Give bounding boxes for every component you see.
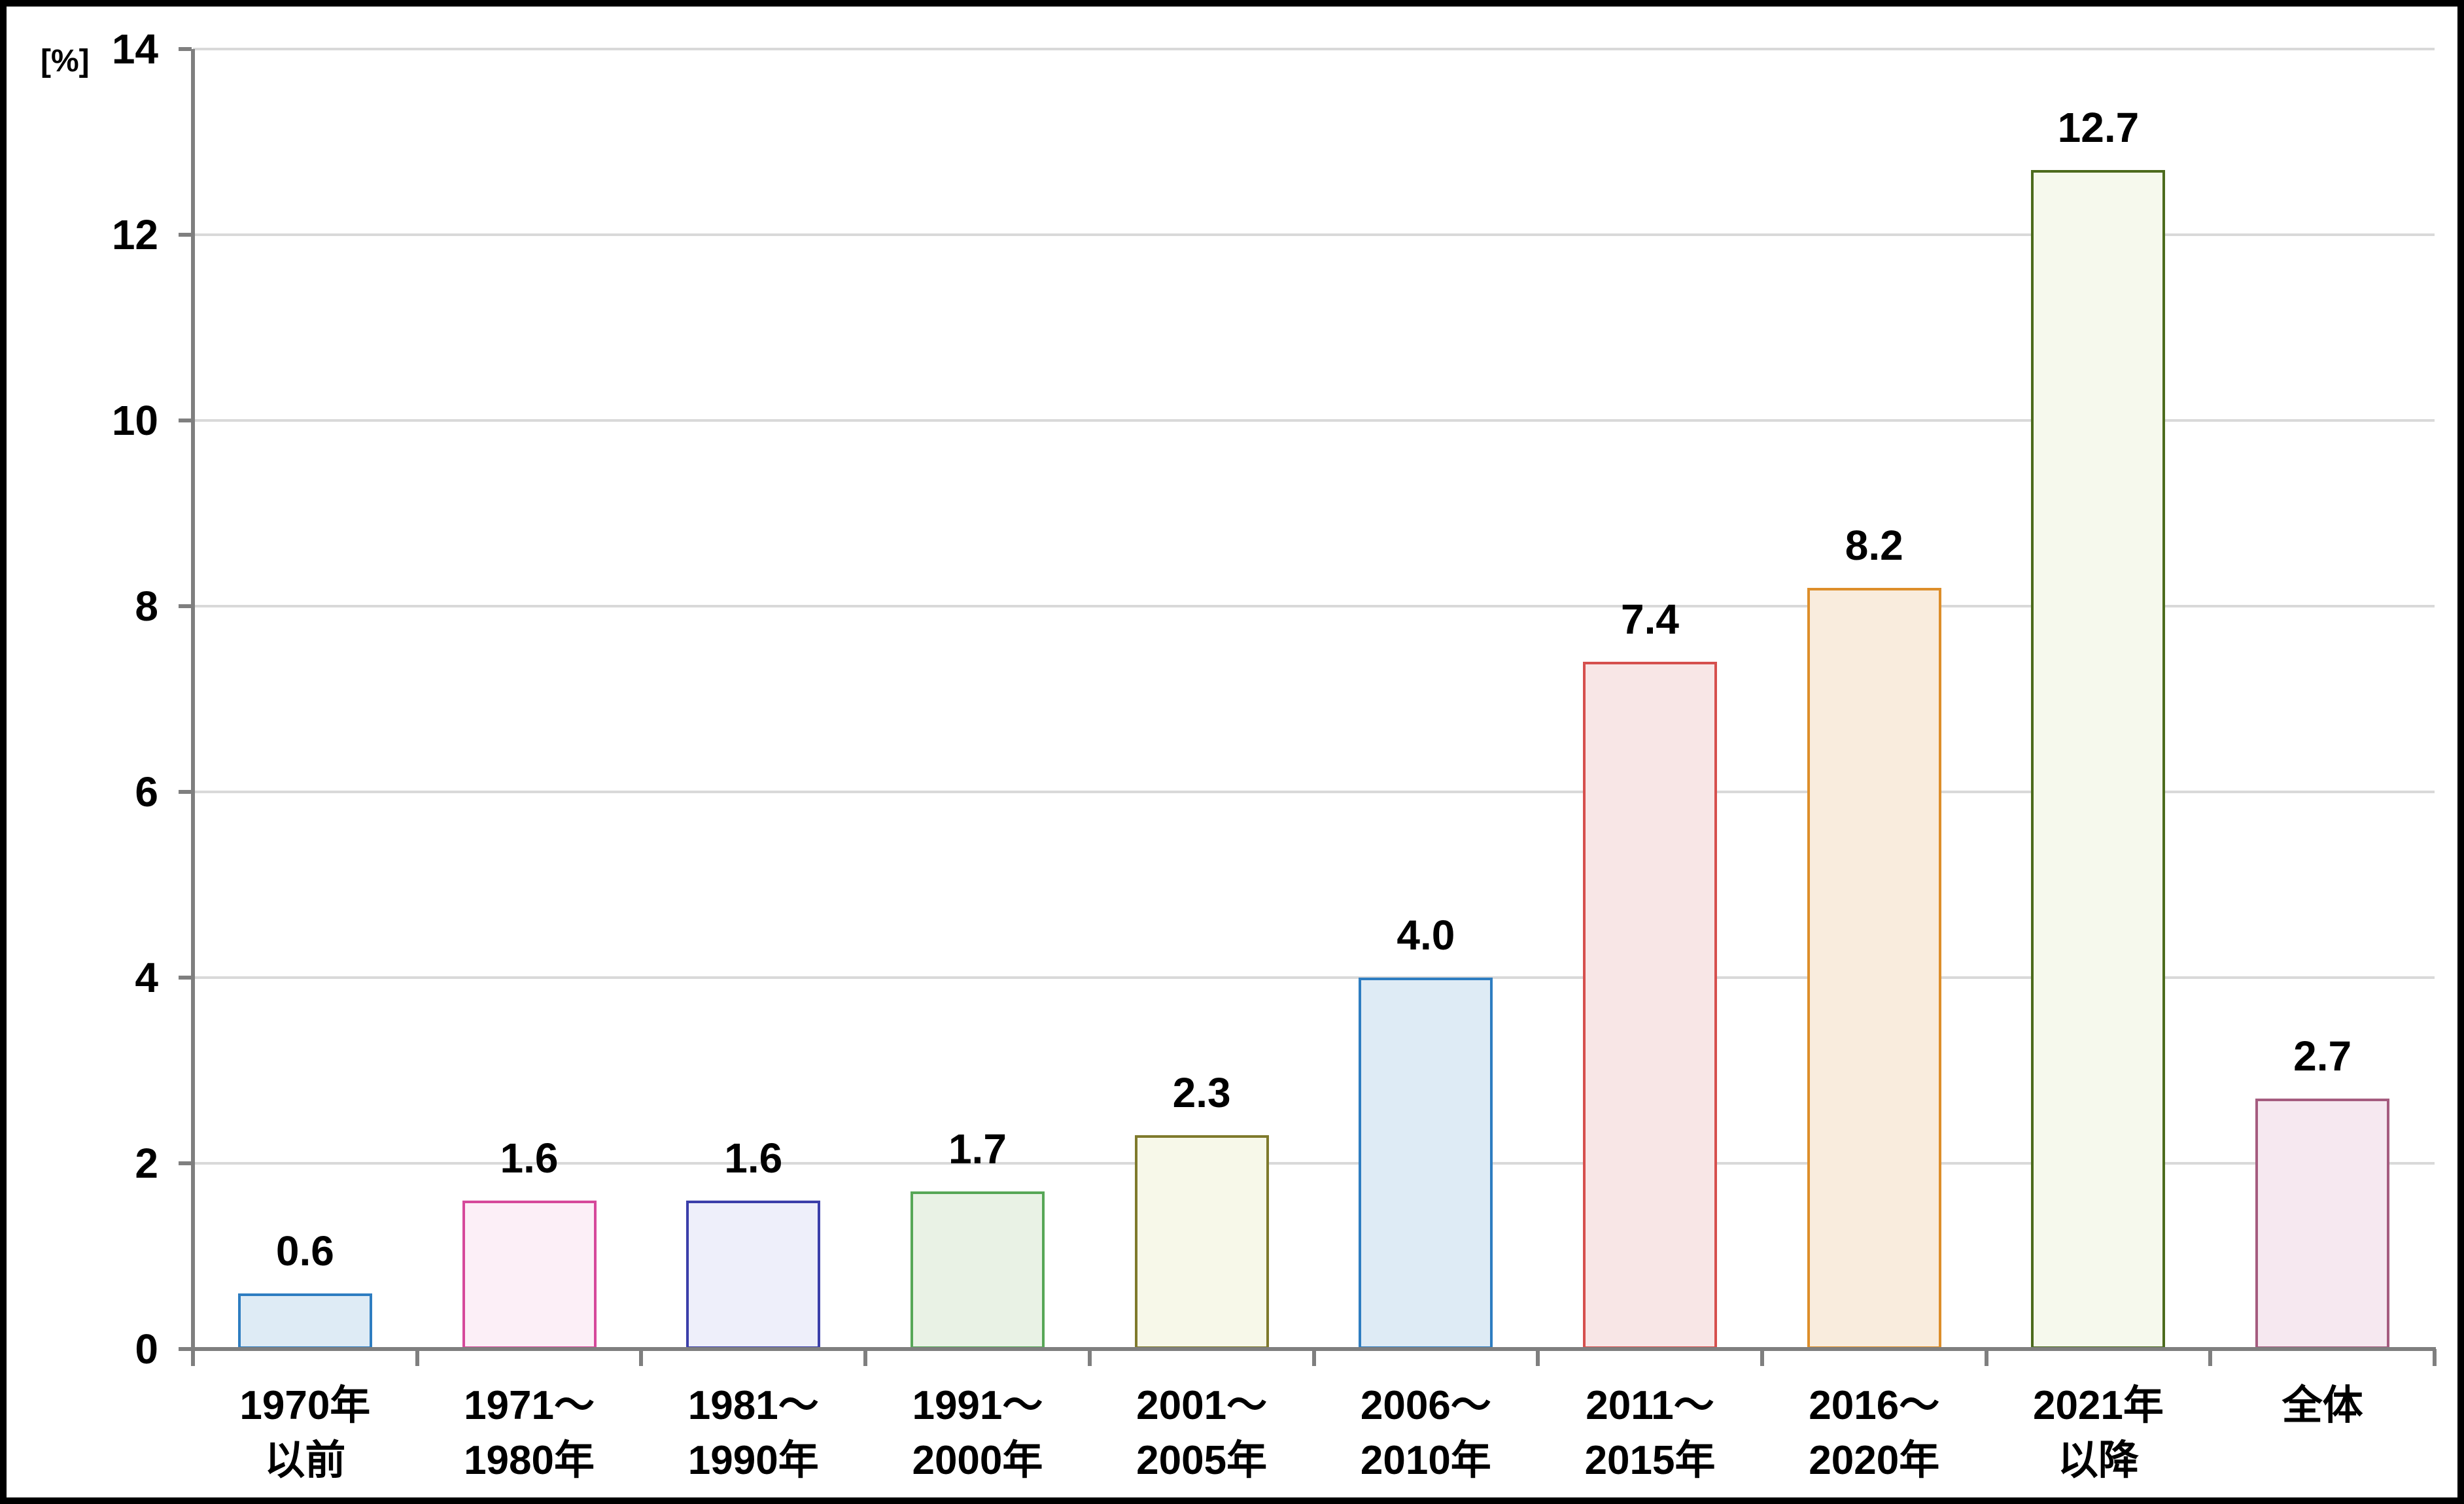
x-axis-label-line: 2000年: [912, 1438, 1043, 1483]
bar-group-1970年以前: 0.6: [193, 49, 417, 1349]
gridline-8: [193, 605, 2435, 607]
x-axis-label-2016〜2020年: 2016〜 2020年: [1762, 1378, 1987, 1488]
x-axis-tick-4: [1087, 1349, 1092, 1366]
x-axis-tick-3: [863, 1349, 868, 1366]
bar-value-label-1981〜1990年: 1.6: [724, 1134, 783, 1182]
x-axis-label-line: 2005年: [1136, 1438, 1268, 1483]
bar-1970年以前: [237, 1293, 372, 1349]
gridline-4: [193, 976, 2435, 979]
x-axis-label-line: 2015年: [1584, 1438, 1716, 1483]
x-axis-label-line: 全体: [2282, 1383, 2363, 1428]
y-axis-tick-label-10: 10: [111, 397, 158, 444]
bar-1971〜1980年: [462, 1200, 597, 1349]
x-axis-label-line: 2021年: [2032, 1383, 2164, 1428]
bar-group-2001〜2005年: 2.3: [1090, 49, 1314, 1349]
y-axis-tick-label-0: 0: [135, 1325, 158, 1373]
x-axis-label-line: 以前: [264, 1438, 346, 1483]
bar-value-label-2016〜2020年: 8.2: [1845, 521, 1903, 569]
y-axis-tick-label-2: 2: [135, 1140, 158, 1187]
x-axis-label-1970年以前: 1970年以前: [193, 1378, 417, 1488]
y-axis-tick-6: [179, 790, 192, 794]
x-axis-label-line: 1970年: [239, 1383, 371, 1428]
x-axis-tick-5: [1311, 1349, 1316, 1366]
gridline-2: [193, 1162, 2435, 1165]
gridline-10: [193, 419, 2435, 422]
bar-group-全体: 2.7: [2210, 49, 2435, 1349]
bar-value-label-2021年以降: 12.7: [2057, 103, 2140, 151]
x-axis-label-line: 2016〜: [1809, 1383, 1940, 1428]
x-axis-label-全体: 全体: [2210, 1378, 2435, 1433]
bar-value-label-2011〜2015年: 7.4: [1621, 596, 1680, 643]
bar-2006〜2010年: [1359, 978, 1493, 1349]
bar-1981〜1990年: [686, 1200, 821, 1349]
x-axis-label-line: 1981〜: [687, 1383, 819, 1428]
y-axis-tick-label-14: 14: [111, 26, 158, 73]
x-axis-label-line: 2010年: [1360, 1438, 1491, 1483]
x-axis-label-line: 2020年: [1809, 1438, 1940, 1483]
bar-group-2011〜2015年: 7.4: [1538, 49, 1762, 1349]
x-axis-label-line: 1991〜: [912, 1383, 1043, 1428]
bar-group-1971〜1980年: 1.6: [417, 49, 642, 1349]
bar-value-label-1971〜1980年: 1.6: [500, 1134, 559, 1182]
x-axis-label-line: 1990年: [687, 1438, 819, 1483]
x-axis-label-2011〜2015年: 2011〜 2015年: [1538, 1378, 1762, 1488]
x-axis-label-line: 2006〜: [1360, 1383, 1491, 1428]
gridline-6: [193, 791, 2435, 793]
y-axis-tick-8: [179, 604, 192, 608]
x-axis-label-2021年以降: 2021年以降: [1987, 1378, 2211, 1488]
bar-value-label-2006〜2010年: 4.0: [1397, 912, 1455, 959]
y-axis-tick-4: [179, 976, 192, 980]
bar-全体: [2255, 1098, 2390, 1349]
x-axis-label-2001〜2005年: 2001〜 2005年: [1090, 1378, 1314, 1488]
y-axis-tick-label-6: 6: [135, 768, 158, 815]
bar-value-label-1991〜2000年: 1.7: [948, 1125, 1007, 1172]
y-axis-unit-label: [%]: [41, 44, 90, 78]
bar-1991〜2000年: [910, 1191, 1045, 1349]
x-axis-tick-7: [1760, 1349, 1764, 1366]
bar-group-2021年以降: 12.7: [1987, 49, 2211, 1349]
plot-area: 0.6 1.6 1.6 1.7 2.3 4.0 7.4 8.2 12.7 2.7: [193, 48, 2435, 1349]
x-axis-tick-8: [1984, 1349, 1988, 1366]
y-axis-tick-0: [179, 1347, 192, 1351]
x-axis-label-line: 1971〜: [464, 1383, 595, 1428]
x-axis-label-line: 2001〜: [1136, 1383, 1268, 1428]
x-axis-tick-1: [415, 1349, 419, 1366]
bar-group-2006〜2010年: 4.0: [1314, 49, 1538, 1349]
bar-2021年以降: [2031, 169, 2166, 1349]
y-axis-line: [191, 49, 195, 1365]
x-axis-label-line: 以降: [2057, 1438, 2139, 1483]
x-axis-label-1981〜1990年: 1981〜 1990年: [641, 1378, 865, 1488]
bar-value-label-全体: 2.7: [2293, 1032, 2352, 1080]
y-axis-tick-label-4: 4: [135, 954, 158, 1001]
bar-2011〜2015年: [1583, 662, 1718, 1349]
y-axis-tick-label-8: 8: [135, 583, 158, 630]
gridline-14: [193, 48, 2435, 50]
x-axis-label-line: 1980年: [464, 1438, 595, 1483]
y-axis-tick-2: [179, 1161, 192, 1165]
bar-group-1991〜2000年: 1.7: [865, 49, 1090, 1349]
x-axis-tick-2: [639, 1349, 644, 1366]
y-axis-tick-14: [179, 47, 192, 51]
bar-value-label-1970年以前: 0.6: [275, 1227, 334, 1274]
x-axis-label-1991〜2000年: 1991〜 2000年: [865, 1378, 1090, 1488]
gridline-12: [193, 233, 2435, 236]
bar-2016〜2020年: [1807, 587, 1941, 1349]
y-axis-tick-10: [179, 419, 192, 422]
bar-2001〜2005年: [1134, 1135, 1269, 1349]
x-axis-tick-6: [1536, 1349, 1540, 1366]
y-axis-tick-12: [179, 233, 192, 237]
bar-value-label-2001〜2005年: 2.3: [1172, 1069, 1231, 1117]
x-axis-tick-0: [191, 1349, 195, 1366]
x-axis-label-1971〜1980年: 1971〜 1980年: [417, 1378, 642, 1488]
bar-group-2016〜2020年: 8.2: [1762, 49, 1987, 1349]
x-axis-label-line: 2011〜: [1586, 1383, 1714, 1428]
x-axis-tick-10: [2433, 1349, 2437, 1366]
y-axis-tick-label-12: 12: [111, 211, 158, 258]
x-axis-label-2006〜2010年: 2006〜 2010年: [1314, 1378, 1538, 1488]
bar-group-1981〜1990年: 1.6: [641, 49, 865, 1349]
x-axis-tick-9: [2208, 1349, 2213, 1366]
